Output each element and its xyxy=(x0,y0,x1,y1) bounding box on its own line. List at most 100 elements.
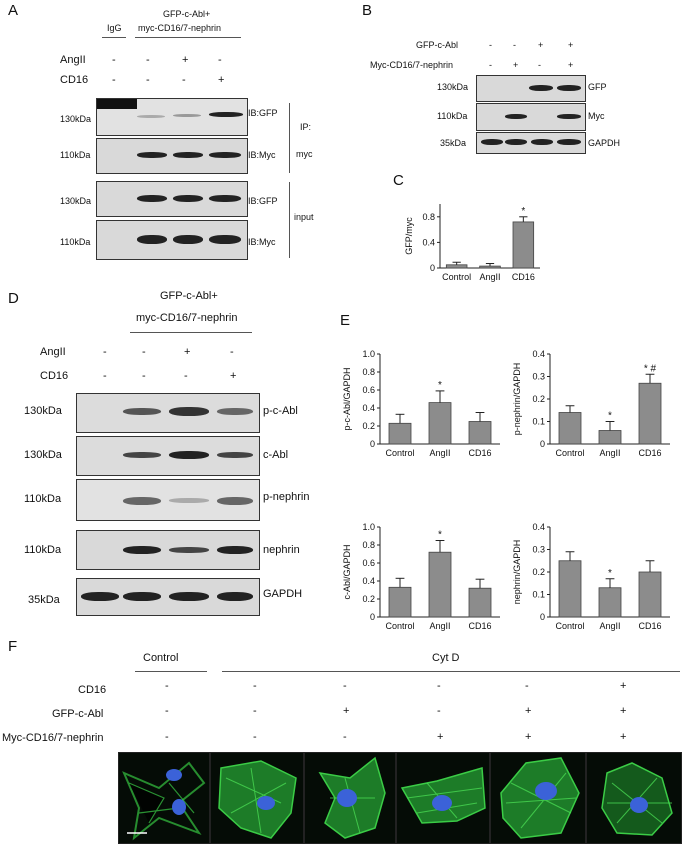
sign: - xyxy=(437,680,441,692)
ip-bracket xyxy=(289,103,290,173)
band xyxy=(531,139,553,145)
sign: - xyxy=(253,731,257,743)
y-tick-label: 0.4 xyxy=(422,237,435,247)
bar xyxy=(598,430,622,445)
ib-label: GFP xyxy=(588,82,607,92)
group-underline-cytd xyxy=(222,671,680,672)
sign: + xyxy=(525,731,532,743)
microscopy-image xyxy=(396,752,490,844)
ib-label: IB:GFP xyxy=(248,108,278,118)
bar xyxy=(558,412,582,445)
band xyxy=(557,139,581,145)
category-label: AngII xyxy=(599,621,620,631)
sign: - xyxy=(489,40,492,50)
band xyxy=(137,235,167,244)
ip-label-myc: myc xyxy=(296,149,313,159)
y-tick-label: 0.8 xyxy=(422,212,435,222)
ib-label: GAPDH xyxy=(588,138,621,148)
sign: + xyxy=(437,731,444,743)
chart-e3: 0 0.2 0.4 0.6 0.8 1.0 c-Abl/GAPDH Control * AngII… xyxy=(342,522,500,631)
row-label-cd16: CD16 xyxy=(40,370,69,382)
bar xyxy=(428,402,452,445)
significance-mark: * xyxy=(438,530,442,541)
input-label: input xyxy=(294,212,314,222)
sign: - xyxy=(103,370,107,382)
y-tick-label: 0 xyxy=(540,439,545,449)
band xyxy=(137,195,167,202)
band xyxy=(123,546,161,554)
band xyxy=(217,452,253,458)
bar xyxy=(468,421,492,445)
y-tick-label: 0.4 xyxy=(362,576,375,586)
band xyxy=(169,592,209,601)
row-label-angii: AngII xyxy=(60,54,86,66)
sign: - xyxy=(184,370,188,382)
microscopy-image xyxy=(490,752,586,844)
ib-label: nephrin xyxy=(263,544,300,556)
significance-mark: * xyxy=(438,380,442,391)
y-tick-label: 0.6 xyxy=(362,385,375,395)
row-label-cd16: CD16 xyxy=(60,74,89,86)
y-tick-label: 0 xyxy=(370,439,375,449)
sign: - xyxy=(165,680,169,692)
sign: + xyxy=(620,705,627,717)
blot-d1 xyxy=(76,393,260,433)
header-line-2: myc-CD16/7-nephrin xyxy=(138,23,222,33)
blot-a3 xyxy=(96,181,248,217)
bar xyxy=(468,587,492,618)
row-label-angii: AngII xyxy=(40,346,66,358)
bar xyxy=(638,382,662,445)
y-tick-label: 0.3 xyxy=(532,372,545,382)
chart-c: 0 0.4 0.8 GFP/myc Control AngII * CD16 xyxy=(404,204,540,282)
sign: + xyxy=(218,74,225,86)
band xyxy=(505,139,527,145)
band xyxy=(557,85,581,91)
y-tick-label: 0.2 xyxy=(532,567,545,577)
band xyxy=(123,452,161,458)
bar xyxy=(428,551,452,618)
microscopy-image xyxy=(210,752,304,844)
ib-label: IB:GFP xyxy=(248,196,278,206)
band xyxy=(137,152,167,158)
blot-d2 xyxy=(76,436,260,476)
mw-label: 110kDa xyxy=(437,111,468,121)
sign: - xyxy=(538,60,541,70)
category-label: CD16 xyxy=(468,448,491,458)
y-tick-label: 0.1 xyxy=(532,590,545,600)
significance-mark: * # xyxy=(644,363,657,374)
mw-label: 35kDa xyxy=(440,138,467,148)
group-underline-control xyxy=(135,671,207,672)
group-label-control: Control xyxy=(143,652,179,664)
sign: + xyxy=(182,54,189,66)
header-line-1: GFP-c-Abl+ xyxy=(163,9,211,19)
bar xyxy=(445,264,468,269)
header-line-2: myc-CD16/7-nephrin xyxy=(136,312,238,324)
sign: - xyxy=(253,705,257,717)
category-label: AngII xyxy=(429,621,450,631)
ib-label: IB:Myc xyxy=(248,237,276,247)
sign: - xyxy=(230,346,234,358)
blot-d4 xyxy=(76,530,260,570)
category-label: AngII xyxy=(429,448,450,458)
panel-letter-c: C xyxy=(393,172,404,189)
panel-letter-a: A xyxy=(8,2,19,19)
sign: - xyxy=(218,54,222,66)
category-label: CD16 xyxy=(638,621,661,631)
y-tick-label: 1.0 xyxy=(362,349,375,359)
sign: + xyxy=(343,705,350,717)
sign: + xyxy=(568,40,574,50)
blot-a1 xyxy=(96,98,248,136)
category-label: AngII xyxy=(599,448,620,458)
band xyxy=(169,498,209,503)
band xyxy=(217,546,253,554)
band xyxy=(173,195,203,202)
sign: - xyxy=(513,40,516,50)
sign: - xyxy=(112,74,116,86)
chart-e2: 0 0.1 0.2 0.3 0.4 p-nephrin/GAPDH Control * AngI… xyxy=(512,349,670,458)
blot-a2 xyxy=(96,138,248,174)
sign: - xyxy=(253,680,257,692)
band xyxy=(173,114,201,117)
y-tick-label: 0.4 xyxy=(532,349,545,359)
band xyxy=(217,592,253,601)
sign: - xyxy=(112,54,116,66)
